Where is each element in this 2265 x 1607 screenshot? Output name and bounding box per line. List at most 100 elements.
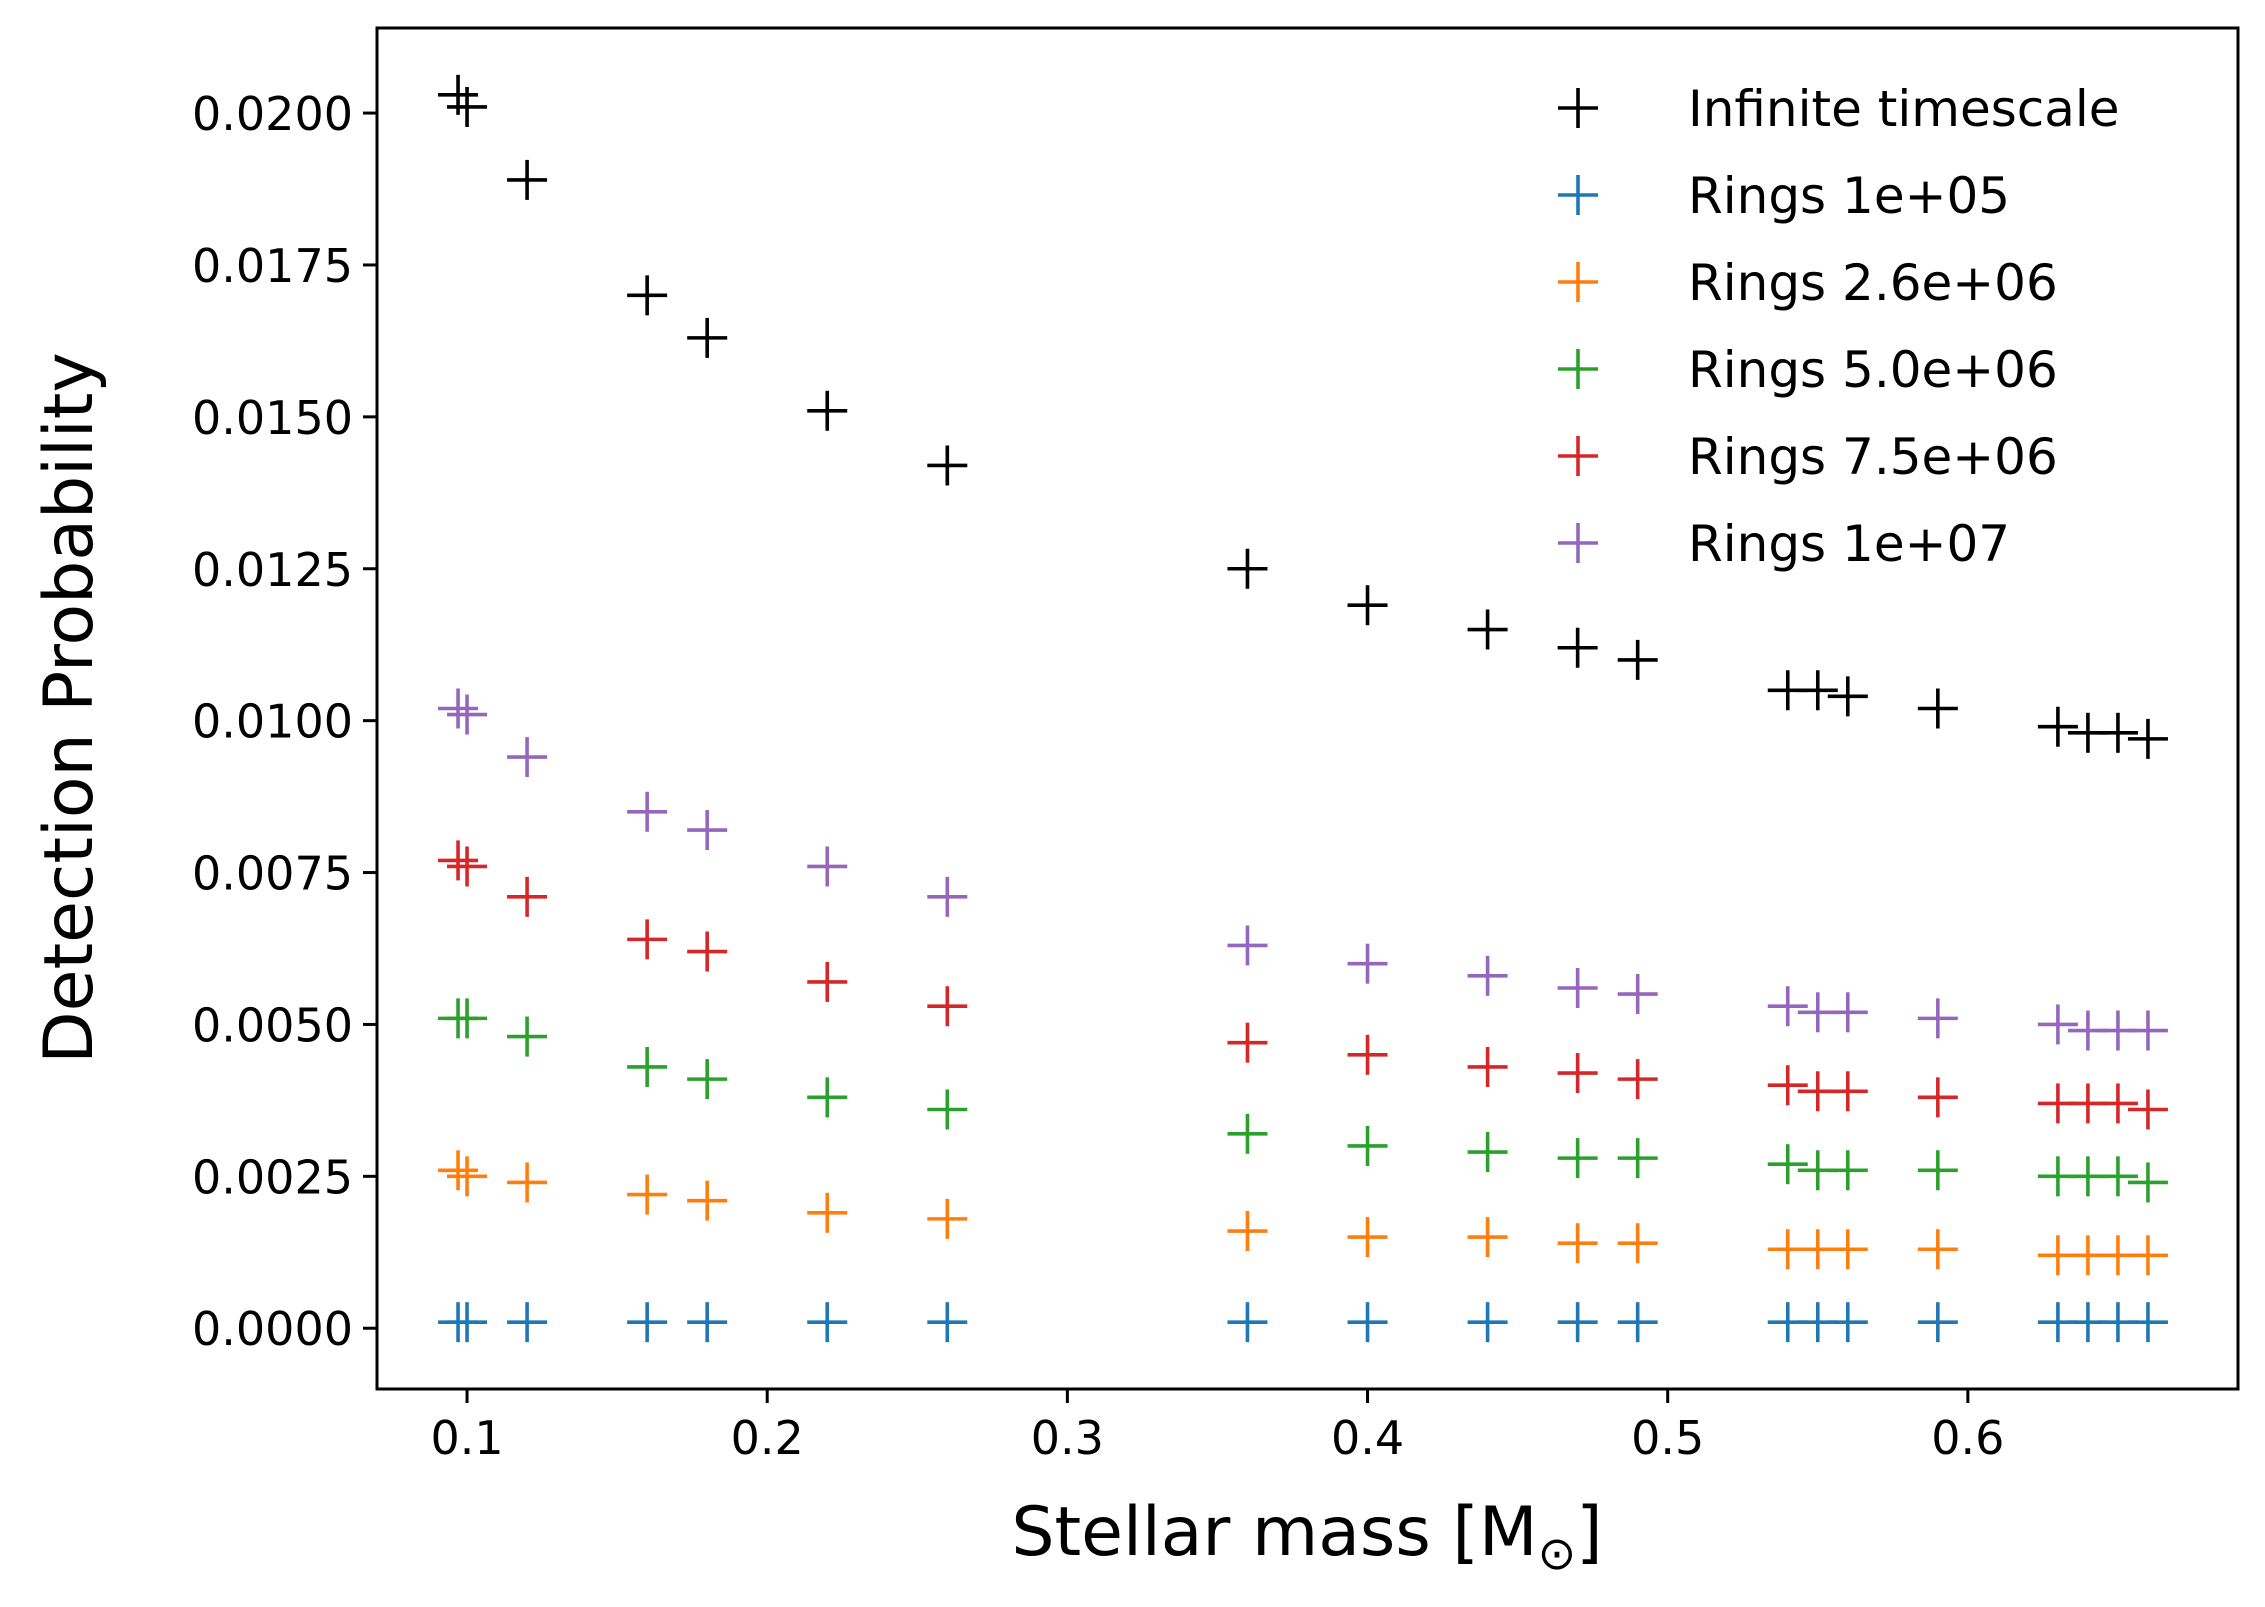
y-tick-label: 0.0175 [192,239,353,293]
data-point [1467,955,1508,996]
data-point [507,1302,548,1343]
legend-marker [1558,175,1598,215]
data-point [1917,1077,1958,1118]
data-point [627,1174,668,1215]
data-point [1557,1138,1598,1179]
x-tick-label: 0.6 [1931,1411,2004,1465]
data-point [1917,1150,1958,1191]
data-point [1917,1302,1958,1343]
data-markers [438,74,2168,1343]
y-tick-label: 0.0000 [192,1302,353,1356]
data-point [1467,1046,1508,1087]
legend-item: Rings 5.0e+06 [1558,341,2058,399]
data-point [447,86,488,127]
data-point [2127,1010,2168,1051]
data-point [1557,1053,1598,1094]
y-tick-label: 0.0075 [192,847,353,901]
x-tick-label: 0.1 [430,1411,503,1465]
series-4 [438,840,2168,1130]
data-point [2097,1156,2138,1197]
legend-item: Rings 2.6e+06 [1558,254,2058,312]
legend-item: Rings 1e+07 [1558,515,2010,573]
data-point [627,1302,668,1343]
data-point [1557,627,1598,668]
y-tick-label: 0.0200 [192,87,353,141]
x-tick-label: 0.2 [731,1411,804,1465]
legend-label: Rings 1e+05 [1688,167,2010,225]
data-point [927,986,968,1027]
series-1 [438,1302,2168,1343]
data-point [1227,1113,1268,1154]
x-axis-title: Stellar mass [M⊙] [1011,1493,1602,1580]
data-point [507,876,548,917]
data-point [438,688,479,729]
series-3 [438,998,2168,1203]
data-point [807,961,848,1002]
data-point [2127,1235,2168,1276]
data-point [1617,1138,1658,1179]
data-point [1347,1125,1388,1166]
y-axis-title: Detection Probability [30,352,109,1063]
x-axis-title-close: ] [1576,1493,1603,1572]
data-point [1827,1229,1868,1270]
data-point [2127,1162,2168,1203]
x-tick-label: 0.5 [1631,1411,1704,1465]
data-point [807,846,848,887]
legend-marker [1558,349,1598,389]
data-point [1557,1302,1598,1343]
data-point [1827,992,1868,1033]
data-point [1467,609,1508,650]
data-point [1347,1034,1388,1075]
data-point [1797,670,1838,711]
data-point [2097,712,2138,753]
data-point [1467,1217,1508,1258]
x-tick-label: 0.4 [1331,1411,1404,1465]
data-point [1347,1217,1388,1258]
data-point [687,810,728,851]
data-point [807,1192,848,1233]
x-axis-title-subscript: ⊙ [1538,1526,1577,1580]
data-point [2127,718,2168,759]
data-point [1557,967,1598,1008]
data-point [807,1077,848,1118]
x-tick-label: 0.3 [1031,1411,1104,1465]
plot-frame [375,26,2240,1391]
y-tick-label: 0.0100 [192,695,353,749]
data-point [1617,1059,1658,1100]
x-axis-title-main: Stellar mass [M [1011,1493,1537,1572]
data-point [1227,548,1268,589]
data-point [507,737,548,778]
data-point [507,159,548,200]
legend-label: Rings 5.0e+06 [1688,341,2058,399]
legend-marker [1558,262,1598,302]
data-point [1617,974,1658,1015]
data-point [1347,1302,1388,1343]
legend-item: Rings 7.5e+06 [1558,428,2058,486]
x-axis: 0.1 0.2 0.3 0.4 0.5 0.6 [430,1389,2004,1465]
data-point [927,1302,968,1343]
legend-marker [1558,523,1598,563]
legend-label: Rings 2.6e+06 [1688,254,2058,312]
legend-marker [1558,436,1598,476]
data-point [627,919,668,960]
data-point [687,931,728,972]
series-2 [438,1150,2168,1276]
data-point [1467,1132,1508,1173]
data-point [2097,1083,2138,1124]
data-point [627,791,668,832]
data-point [627,275,668,316]
legend-item: Infinite timescale [1558,80,2120,138]
series-0 [438,74,2168,759]
data-point [1827,1302,1868,1343]
data-point [1227,1302,1268,1343]
data-point [2127,1302,2168,1343]
data-point [927,445,968,486]
data-point [2037,706,2078,747]
data-point [2037,1004,2078,1045]
data-point [807,390,848,431]
legend-label: Rings 7.5e+06 [1688,428,2058,486]
data-point [447,1156,488,1197]
data-point [1827,1150,1868,1191]
data-point [1827,676,1868,717]
